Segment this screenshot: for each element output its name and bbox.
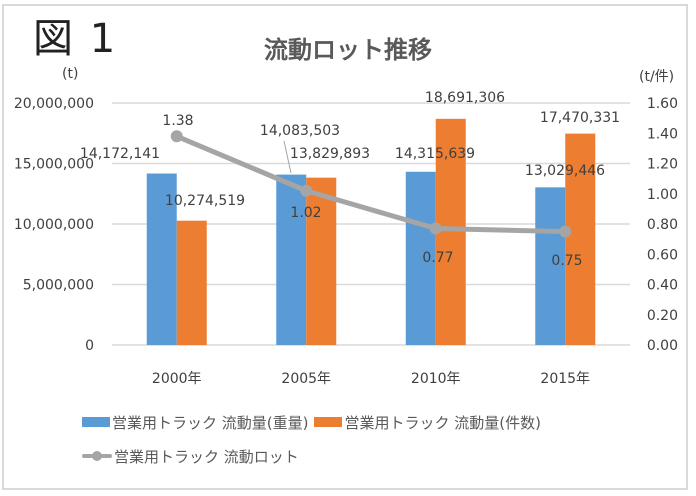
bar-count-data-label: 13,829,893 — [290, 146, 370, 162]
legend-item-lot: 営業用トラック 流動ロット — [82, 446, 299, 467]
left-axis-tick-label: 20,000,000 — [14, 96, 94, 112]
right-axis-unit: (t/件) — [639, 69, 675, 85]
legend-label-weight: 営業用トラック 流動量(重量) — [112, 413, 309, 432]
bar-weight-data-label: 14,083,503 — [260, 123, 340, 139]
bar-weight — [146, 173, 177, 345]
bar-weight-data-label: 13,029,446 — [525, 163, 605, 179]
right-axis-tick-label: 1.20 — [647, 157, 678, 173]
legend-label-count: 営業用トラック 流動量(件数) — [344, 413, 541, 432]
line-lot-point — [559, 225, 572, 238]
line-lot-data-label: 1.02 — [290, 205, 321, 221]
left-axis-unit: (t) — [62, 66, 79, 82]
line-lot-point — [429, 222, 442, 235]
bar-count — [306, 177, 337, 345]
legend-item-count: 営業用トラック 流動量(件数) — [314, 412, 541, 433]
bar-weight — [276, 174, 307, 345]
bar-count — [176, 220, 207, 345]
bar-weight-data-label: 14,172,141 — [80, 146, 160, 162]
left-axis-tick-label: 10,000,000 — [14, 217, 94, 233]
right-axis-tick-label: 0.80 — [647, 217, 678, 233]
bar-count-data-label: 18,691,306 — [425, 90, 505, 106]
legend-swatch-count — [314, 417, 343, 427]
bar-weight-data-label: 14,315,639 — [395, 146, 475, 162]
left-axis-tick-label: 5,000,000 — [23, 278, 94, 294]
left-axis-tick-label: 15,000,000 — [14, 157, 94, 173]
x-axis-tick-label: 2015年 — [540, 371, 590, 387]
bar-count-data-label: 10,274,519 — [165, 193, 245, 209]
bar-count — [435, 118, 466, 345]
chart-title: 流動ロット推移 — [264, 36, 432, 64]
legend-swatch-weight — [82, 417, 110, 427]
legend-swatch-lot — [82, 450, 112, 462]
right-axis-tick-label: 0.00 — [647, 338, 678, 354]
legend-item-weight: 営業用トラック 流動量(重量) — [82, 412, 308, 433]
line-lot-point — [300, 184, 313, 197]
bar-weight — [405, 171, 436, 345]
data-label-leader-line — [283, 140, 292, 174]
bar-count-data-label: 17,470,331 — [540, 110, 620, 126]
right-axis-tick-label: 1.00 — [647, 187, 678, 203]
left-axis-tick-label: 0 — [85, 338, 94, 354]
line-lot-point — [170, 130, 183, 143]
right-axis-tick-label: 1.60 — [647, 96, 678, 112]
right-axis-tick-label: 0.60 — [647, 247, 678, 263]
right-axis-tick-label: 1.40 — [647, 126, 678, 142]
right-axis-tick-label: 0.40 — [647, 278, 678, 294]
line-lot-data-label: 1.38 — [162, 113, 193, 129]
x-axis-tick-label: 2005年 — [281, 371, 331, 387]
legend: 営業用トラック 流動量(重量) 営業用トラック 流動量(件数) 営業用トラック … — [82, 410, 547, 478]
line-lot-data-label: 0.75 — [551, 253, 582, 269]
figure-label: 図 1 — [33, 16, 118, 62]
right-axis-tick-label: 0.20 — [647, 308, 678, 324]
bar-count — [565, 133, 596, 345]
legend-label-lot: 営業用トラック 流動ロット — [114, 447, 299, 466]
bar-weight — [535, 187, 566, 345]
line-lot-data-label: 0.77 — [422, 250, 453, 266]
x-axis-tick-label: 2010年 — [411, 371, 461, 387]
x-axis-tick-label: 2000年 — [152, 371, 202, 387]
line-lot — [174, 133, 568, 235]
